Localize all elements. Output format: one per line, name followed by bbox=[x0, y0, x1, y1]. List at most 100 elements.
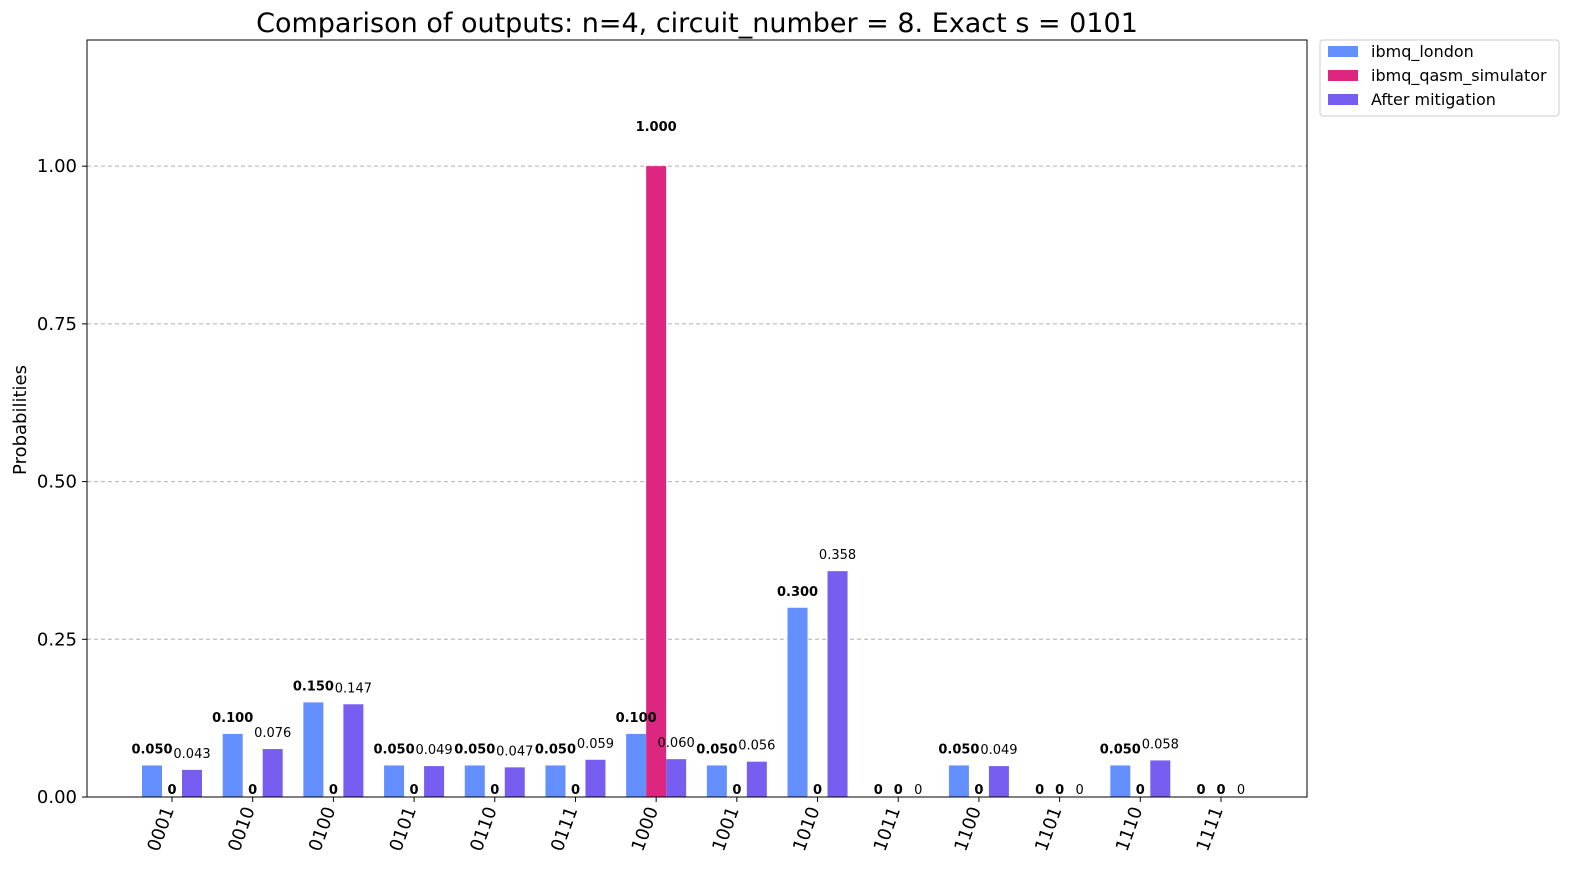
legend-swatch bbox=[1328, 46, 1358, 57]
bar-value-label: 0 bbox=[1216, 783, 1225, 798]
bars bbox=[142, 166, 1171, 797]
legend-label: ibmq_qasm_simulator bbox=[1371, 66, 1547, 86]
bar-value-label: 0.100 bbox=[212, 711, 253, 726]
bar-after-mitigation bbox=[262, 749, 283, 797]
bar-after-mitigation bbox=[504, 767, 525, 797]
bar-ibmq_london bbox=[142, 765, 162, 797]
bar-value-label: 0.100 bbox=[616, 711, 657, 726]
legend-label: ibmq_london bbox=[1371, 42, 1474, 62]
bar-value-label: 0.047 bbox=[496, 744, 533, 759]
bar-value-label: 0 bbox=[410, 783, 419, 798]
x-tick-label: 1001 bbox=[708, 804, 743, 854]
x-tick-label: 1101 bbox=[1031, 804, 1066, 854]
legend: ibmq_london ibmq_qasm_simulator After miti… bbox=[1319, 39, 1560, 117]
bar-value-label: 0.050 bbox=[535, 742, 576, 757]
bar-after-mitigation bbox=[1150, 760, 1171, 797]
bar-value-label: 0 bbox=[874, 783, 883, 798]
bar-value-label: 0.358 bbox=[819, 548, 856, 563]
x-tick-label: 1111 bbox=[1192, 804, 1227, 854]
bar-ibmq_london bbox=[222, 733, 243, 797]
bar-ibmq_london bbox=[545, 765, 566, 797]
y-tick-label: 0.50 bbox=[37, 472, 77, 493]
legend-swatch bbox=[1328, 70, 1358, 81]
bar-value-label: 0 bbox=[894, 783, 903, 798]
bar-value-label: 0.050 bbox=[374, 742, 415, 757]
bar-value-label: 0 bbox=[571, 783, 580, 798]
bar-value-label: 0 bbox=[1237, 783, 1245, 798]
bar-ibmq_london bbox=[303, 702, 324, 797]
bar-after-mitigation bbox=[182, 769, 202, 797]
bar-ibmq_london bbox=[787, 607, 808, 797]
bar-value-label: 0.050 bbox=[454, 742, 495, 757]
bar-after-mitigation bbox=[827, 571, 848, 797]
bar-ibmq_london bbox=[626, 733, 647, 797]
bar-value-label: 0 bbox=[1055, 783, 1064, 798]
bar-value-label: 0.050 bbox=[696, 742, 737, 757]
bar-value-label: 0.056 bbox=[738, 739, 775, 754]
x-tick-label: 0100 bbox=[305, 804, 340, 854]
bar-ibmq_london bbox=[948, 765, 969, 797]
x-tick-label: 1110 bbox=[1112, 804, 1147, 854]
bar-value-label: 0.050 bbox=[1100, 742, 1141, 757]
legend-swatch bbox=[1328, 94, 1358, 105]
x-tick-label: 0001 bbox=[143, 804, 178, 854]
x-axis-ticks: 0001 0010 0100 0101 0110 0111 1000 1001 1010 1011… bbox=[143, 797, 1228, 854]
bar-after-mitigation bbox=[988, 766, 1009, 797]
y-tick-label: 1.00 bbox=[37, 156, 77, 177]
bar-value-labels: 0.05000.0430.10000.0760.15000.1470.05000… bbox=[131, 120, 1245, 798]
x-tick-label: 1100 bbox=[950, 804, 985, 854]
bar-ibmq_london bbox=[464, 765, 485, 797]
x-tick-label: 1000 bbox=[628, 804, 663, 854]
x-tick-label: 1010 bbox=[789, 804, 824, 854]
bar-value-label: 0.059 bbox=[577, 737, 614, 752]
bar-value-label: 0.058 bbox=[1142, 737, 1179, 752]
bar-value-label: 0 bbox=[329, 783, 338, 798]
bar-value-label: 0 bbox=[732, 783, 741, 798]
bar-value-label: 0.050 bbox=[938, 742, 979, 757]
y-axis-label: Probabilities bbox=[10, 365, 31, 475]
x-tick-label: 0111 bbox=[547, 804, 582, 854]
bar-value-label: 0 bbox=[167, 783, 176, 798]
x-tick-label: 1011 bbox=[870, 804, 905, 854]
bar-ibmq_london bbox=[1110, 765, 1131, 797]
bar-value-label: 0 bbox=[1196, 783, 1205, 798]
bar-ibmq_qasm_simulator bbox=[646, 166, 667, 797]
bar-value-label: 0 bbox=[248, 783, 257, 798]
x-tick-label: 0101 bbox=[386, 804, 421, 854]
bar-ibmq_london bbox=[706, 765, 727, 797]
bar-value-label: 0.300 bbox=[777, 585, 818, 600]
bar-value-label: 0.043 bbox=[173, 747, 210, 762]
bar-value-label: 0.049 bbox=[415, 743, 452, 758]
bar-value-label: 1.000 bbox=[636, 120, 677, 135]
bar-after-mitigation bbox=[585, 759, 606, 797]
bar-value-label: 0 bbox=[1035, 783, 1044, 798]
gridlines bbox=[87, 165, 1307, 640]
legend-label: After mitigation bbox=[1371, 90, 1496, 109]
x-tick-label: 0010 bbox=[224, 804, 259, 854]
bar-ibmq_london bbox=[384, 765, 405, 797]
bar-value-label: 0 bbox=[1136, 783, 1145, 798]
legend-frame bbox=[1319, 39, 1560, 117]
bar-value-label: 0.050 bbox=[131, 742, 172, 757]
y-axis-ticks: 0.00 0.25 0.50 0.75 1.00 bbox=[37, 156, 87, 808]
bar-value-label: 0.076 bbox=[254, 726, 291, 741]
bar-after-mitigation bbox=[424, 766, 445, 797]
bar-value-label: 0.150 bbox=[293, 679, 334, 694]
plot-frame bbox=[86, 39, 1308, 798]
bar-value-label: 0 bbox=[974, 783, 983, 798]
bar-value-label: 0.049 bbox=[980, 743, 1017, 758]
bar-value-label: 0 bbox=[490, 783, 499, 798]
bar-value-label: 0.060 bbox=[658, 736, 695, 751]
y-tick-label: 0.00 bbox=[37, 787, 77, 808]
bar-value-label: 0.147 bbox=[335, 681, 372, 696]
bar-value-label: 0 bbox=[1075, 783, 1083, 798]
x-tick-label: 0110 bbox=[466, 804, 501, 854]
y-tick-label: 0.25 bbox=[37, 629, 77, 650]
y-tick-label: 0.75 bbox=[37, 314, 77, 335]
bar-value-label: 0 bbox=[813, 783, 822, 798]
bar-after-mitigation bbox=[343, 704, 364, 797]
bar-value-label: 0 bbox=[914, 783, 922, 798]
bar-after-mitigation bbox=[666, 759, 687, 797]
chart-title: Comparison of outputs: n=4, circuit_numb… bbox=[256, 8, 1138, 39]
